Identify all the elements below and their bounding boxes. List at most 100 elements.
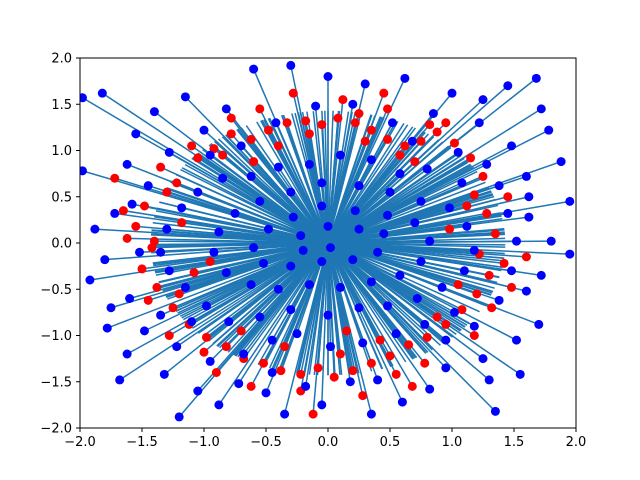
blue-point [354, 224, 364, 234]
blue-point [469, 245, 479, 255]
blue-point [122, 159, 132, 169]
blue-point [360, 79, 370, 89]
blue-point [366, 277, 376, 287]
blue-point [400, 73, 410, 83]
blue-point [447, 88, 457, 98]
blue-point [385, 187, 395, 197]
x-tick-label: 1.0 [442, 435, 463, 450]
red-point [383, 104, 393, 114]
blue-point [437, 282, 447, 292]
segment-line [196, 153, 521, 375]
blue-point [323, 221, 333, 231]
segment-line [268, 228, 498, 284]
blue-point [177, 203, 187, 213]
red-point [189, 268, 199, 278]
blue-point [511, 335, 521, 345]
red-point [177, 218, 187, 228]
red-point [462, 201, 472, 211]
blue-point [323, 310, 333, 320]
red-point [221, 342, 231, 352]
blue-point [301, 381, 311, 391]
blue-point [478, 95, 488, 105]
red-point [420, 358, 430, 368]
y-tick-label: 0.5 [51, 190, 72, 205]
segment-line [139, 233, 505, 253]
segment-line [82, 170, 494, 293]
y-tick-label: 1.0 [51, 144, 72, 159]
red-point [503, 192, 513, 202]
blue-point [218, 173, 228, 183]
blue-point [125, 294, 135, 303]
blue-point [174, 412, 184, 422]
blue-point [205, 356, 215, 366]
blue-point [521, 171, 531, 181]
blue-point [422, 164, 432, 174]
blue-point [428, 109, 438, 118]
points-layer [80, 60, 575, 422]
blue-point [135, 247, 145, 257]
blue-point [534, 319, 544, 329]
red-point [249, 157, 259, 167]
blue-point [246, 280, 256, 290]
blue-point [131, 129, 141, 139]
segment-line [147, 184, 492, 296]
blue-point [383, 301, 393, 311]
red-point [482, 208, 492, 218]
blue-point [317, 257, 327, 266]
blue-point [449, 307, 459, 317]
red-point [143, 295, 153, 305]
blue-point [249, 243, 259, 253]
blue-point [494, 181, 504, 191]
red-point [246, 134, 256, 144]
red-point [425, 120, 435, 130]
segment-line [321, 182, 343, 375]
blue-point [267, 368, 277, 377]
red-point [449, 138, 459, 148]
blue-point [325, 342, 335, 352]
red-point [457, 305, 467, 315]
red-point [118, 206, 128, 216]
x-axis: −2.0 −1.5 −1.0 −0.5 0.0 0.5 1.0 1.5 2.0 [64, 428, 586, 450]
red-point [432, 312, 442, 322]
segment-line [290, 65, 357, 374]
red-point [466, 153, 476, 163]
red-point [338, 95, 348, 105]
blue-point [317, 178, 327, 188]
blue-point [236, 141, 246, 151]
blue-point [317, 400, 327, 410]
red-point [226, 129, 236, 139]
blue-point [97, 88, 107, 98]
red-point [149, 236, 159, 246]
blue-point [255, 196, 265, 206]
blue-point [261, 388, 271, 398]
red-point [441, 118, 451, 128]
blue-point [507, 141, 517, 151]
red-point [152, 282, 162, 292]
y-tick-label: −0.5 [40, 283, 72, 298]
blue-point [180, 92, 190, 102]
red-point [507, 282, 517, 292]
blue-point [515, 369, 525, 379]
blue-point [110, 208, 120, 218]
x-tick-label: −2.0 [64, 435, 96, 450]
blue-point [354, 303, 364, 313]
red-point [487, 303, 497, 313]
blue-point [304, 159, 314, 169]
red-point [391, 369, 401, 379]
blue-point [156, 310, 166, 320]
blue-point [350, 206, 360, 216]
x-tick-label: 0.5 [380, 435, 401, 450]
blue-point [164, 266, 174, 276]
blue-point [469, 321, 479, 331]
x-tick-label: 1.5 [504, 435, 525, 450]
red-point [193, 153, 203, 163]
segment-line [158, 196, 530, 283]
blue-point [273, 162, 283, 172]
blue-point [325, 243, 335, 253]
segment-line [166, 175, 527, 298]
red-point [263, 125, 273, 135]
blue-point [412, 294, 422, 303]
blue-point [286, 60, 296, 70]
red-point [131, 221, 141, 231]
blue-point [201, 301, 211, 311]
